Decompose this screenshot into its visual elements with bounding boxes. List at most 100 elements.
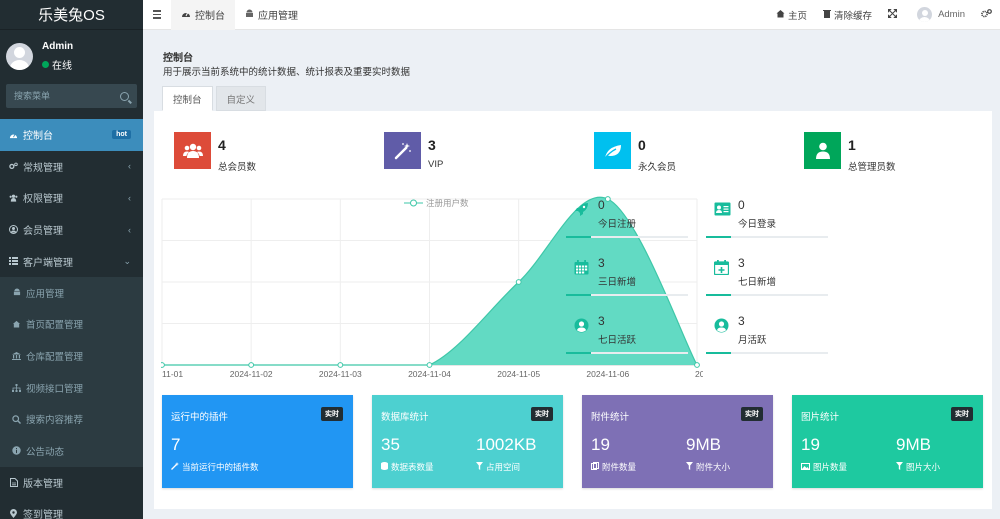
- sidebar-item-0[interactable]: 控制台 hot: [0, 119, 143, 151]
- sidebar-item-label: 仓库配置管理: [26, 351, 84, 363]
- hot-badge: hot: [112, 130, 131, 140]
- realtime-badge: 实时: [321, 407, 343, 421]
- info-box-sub: 附件大小: [686, 461, 730, 473]
- home-icon: [776, 9, 785, 20]
- user-circle-icon: [9, 225, 18, 235]
- info-box-title: 数据库统计: [381, 412, 429, 423]
- sidebar-item-2[interactable]: 权限管理 ‹: [0, 182, 143, 214]
- sidebar-item-4[interactable]: 客户端管理 ⌄: [0, 245, 143, 277]
- search-icon: [12, 414, 21, 424]
- database-icon: [381, 462, 388, 472]
- menu-toggle-icon[interactable]: [143, 0, 171, 30]
- app-logo[interactable]: 乐美兔OS: [0, 0, 143, 30]
- mini-stat-value: 3: [598, 256, 605, 270]
- sidebar-item-10[interactable]: 公告动态: [0, 434, 143, 467]
- user-status-text: 在线: [52, 60, 72, 72]
- list-icon: [9, 257, 18, 266]
- user-name: Admin: [42, 40, 74, 52]
- filter-icon: [476, 462, 483, 472]
- data-point-0[interactable]: [159, 362, 165, 368]
- sidebar-item-label: 视频接口管理: [26, 383, 84, 395]
- online-dot-icon: [42, 60, 49, 68]
- home-icon: [12, 320, 21, 329]
- stat-value: 1: [848, 137, 856, 153]
- mini-stat-value: 3: [738, 256, 745, 270]
- android-icon: [245, 9, 254, 21]
- info-box-attachments: 附件统计 实时 19 附件数量 9MB 附件大小: [582, 395, 773, 488]
- info-box-sub: 图片大小: [896, 461, 940, 473]
- search-icon[interactable]: [120, 91, 129, 101]
- calendar-icon: [574, 260, 589, 275]
- home-link[interactable]: 主页: [768, 0, 815, 30]
- menu-search-input[interactable]: [14, 91, 104, 101]
- tab-dashboard[interactable]: 控制台: [171, 0, 235, 30]
- info-box-sub-label: 附件大小: [696, 462, 731, 472]
- sidebar-item-12[interactable]: 签到管理: [0, 498, 143, 519]
- image-icon: [801, 462, 810, 472]
- avatar: [6, 42, 33, 70]
- user-icon: [804, 132, 841, 169]
- sidebar-item-11[interactable]: 版本管理: [0, 467, 143, 499]
- filter-icon: [896, 462, 903, 472]
- settings-button[interactable]: [973, 0, 1000, 30]
- legend-marker: [410, 199, 417, 207]
- info-box-value: 1002KB: [476, 435, 537, 454]
- clear-cache-button[interactable]: 清除缓存: [815, 0, 880, 30]
- sidebar-item-5[interactable]: 应用管理: [0, 276, 143, 309]
- tab-app-management[interactable]: 应用管理: [235, 0, 308, 30]
- mini-stat-value: 3: [738, 314, 745, 328]
- chevron-left-icon: ‹: [128, 192, 131, 203]
- magic-icon: [171, 462, 179, 472]
- tab-label: 控制台: [195, 11, 225, 22]
- sidebar-item-9[interactable]: 搜索内容推荐: [0, 403, 143, 435]
- info-box-database: 数据库统计 实时 35 数据表数量 1002KB 占用空间: [372, 395, 563, 488]
- sidebar-item-label: 首页配置管理: [26, 320, 84, 332]
- tab-dashboard-main[interactable]: 控制台: [162, 86, 213, 111]
- stat-label: VIP: [428, 159, 444, 170]
- data-point-1[interactable]: [248, 362, 255, 368]
- chevron-left-icon: ‹: [128, 224, 131, 235]
- mini-stat-label: 三日新增: [598, 277, 637, 288]
- info-box-value: 7: [171, 435, 181, 454]
- x-tick-label: 2024-11-02: [230, 369, 273, 379]
- stat-label: 总管理员数: [848, 162, 896, 173]
- data-point-3[interactable]: [426, 362, 433, 368]
- tab-custom[interactable]: 自定义: [215, 86, 267, 111]
- info-box-sub-label: 占用空间: [486, 462, 521, 472]
- info-box-sub: 占用空间: [476, 461, 520, 473]
- info-box-sub: 图片数量: [801, 461, 847, 473]
- realtime-badge: 实时: [951, 407, 973, 421]
- sidebar-item-3[interactable]: 会员管理 ‹: [0, 214, 143, 246]
- page-description: 用于展示当前系统中的统计数据、统计报表及重要实时数据: [163, 67, 411, 78]
- data-point-6[interactable]: [694, 362, 700, 368]
- data-point-5[interactable]: [604, 196, 611, 202]
- legend-label[interactable]: 注册用户数: [426, 198, 469, 208]
- admin-user-menu[interactable]: Admin: [905, 0, 973, 30]
- user-panel: Admin 在线: [0, 34, 143, 78]
- sidebar-item-1[interactable]: 常规管理 ‹: [0, 151, 143, 183]
- info-box-title: 运行中的插件: [171, 412, 229, 423]
- data-point-2[interactable]: [337, 362, 344, 368]
- stat-label: 总会员数: [218, 162, 257, 173]
- sidebar-item-label: 常规管理: [23, 162, 63, 174]
- stat-vip: 3 VIP: [384, 132, 443, 170]
- file-icon: [9, 477, 18, 487]
- sidebar-item-label: 签到管理: [23, 510, 63, 519]
- sidebar-item-7[interactable]: 仓库配置管理: [0, 340, 143, 372]
- topbar: 控制台 应用管理 主页 清除缓存 Admin: [143, 0, 1000, 30]
- android-icon: [12, 288, 21, 297]
- info-box-sub: 数据表数量: [381, 461, 434, 473]
- fullscreen-icon: [887, 8, 898, 21]
- stat-lifetime-members: 0 永久会员: [594, 132, 676, 173]
- mini-stat-value: 3: [598, 314, 605, 328]
- realtime-badge: 实时: [531, 407, 553, 421]
- sidebar-item-6[interactable]: 首页配置管理: [0, 308, 143, 341]
- mini-stat-label: 今日登录: [738, 219, 777, 230]
- sidebar-item-8[interactable]: 视频接口管理: [0, 371, 143, 404]
- mini-stat-1: 0 今日登录: [706, 196, 828, 238]
- data-point-4[interactable]: [515, 279, 522, 285]
- stat-total-members: 4 总会员数: [174, 132, 256, 173]
- user-status: 在线: [42, 57, 73, 72]
- tab-label: 应用管理: [258, 11, 298, 22]
- fullscreen-button[interactable]: [880, 0, 905, 30]
